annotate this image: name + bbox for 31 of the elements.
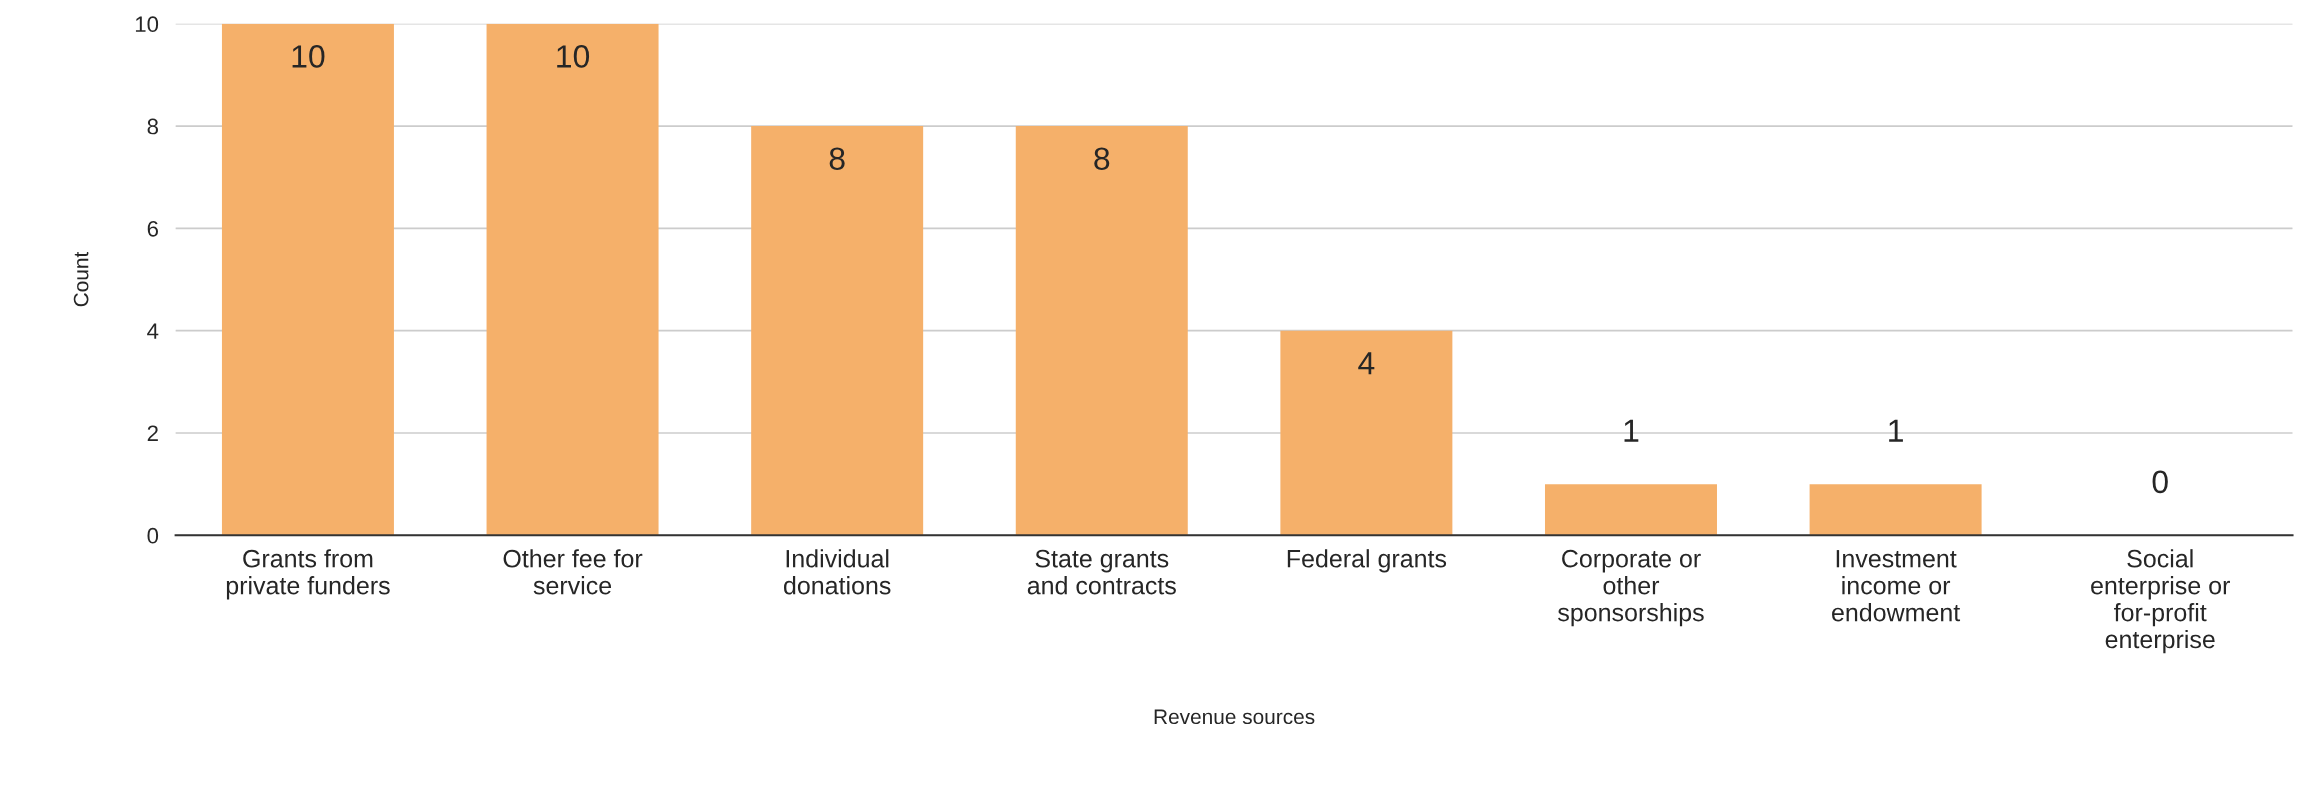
data-label: 1 <box>1889 419 1903 442</box>
bar <box>1015 126 1188 536</box>
x-tick-label: Grants from private funders <box>226 549 390 600</box>
y-axis-title: Count <box>73 251 89 307</box>
x-tick-label: Social enterprise or for-profit enterprise <box>2091 549 2230 654</box>
x-tick-label: Federal grants <box>1287 549 1447 573</box>
bar <box>1544 484 1717 536</box>
x-tick-label: Corporate or other sponsorships <box>1558 549 1704 627</box>
y-tick-label: 6 <box>147 220 158 237</box>
x-axis-title: Revenue sources <box>1154 709 1315 725</box>
y-tick-label: 10 <box>135 16 159 33</box>
bar <box>751 126 924 536</box>
y-tick-label: 8 <box>147 118 158 135</box>
x-tick-label: Investment income or endowment <box>1832 550 1961 622</box>
y-tick-label: 2 <box>147 425 158 442</box>
data-label: 4 <box>1358 352 1375 375</box>
bar <box>221 23 394 536</box>
data-label: 10 <box>557 45 590 68</box>
data-label: 0 <box>2152 470 2168 494</box>
y-tick-label: 4 <box>147 323 159 339</box>
y-tick-label: 0 <box>147 527 159 544</box>
x-tick-label: Individual donations <box>784 549 891 595</box>
x-tick-label: State grants and contracts <box>1027 549 1176 595</box>
data-label: 1 <box>1624 419 1639 442</box>
x-tick-label: Other fee for service <box>503 549 643 595</box>
bar <box>1809 484 1982 536</box>
data-label: 10 <box>292 45 325 68</box>
bar <box>1280 330 1453 536</box>
bar <box>486 23 659 536</box>
data-label: 8 <box>1094 147 1110 171</box>
data-label: 8 <box>829 147 845 171</box>
